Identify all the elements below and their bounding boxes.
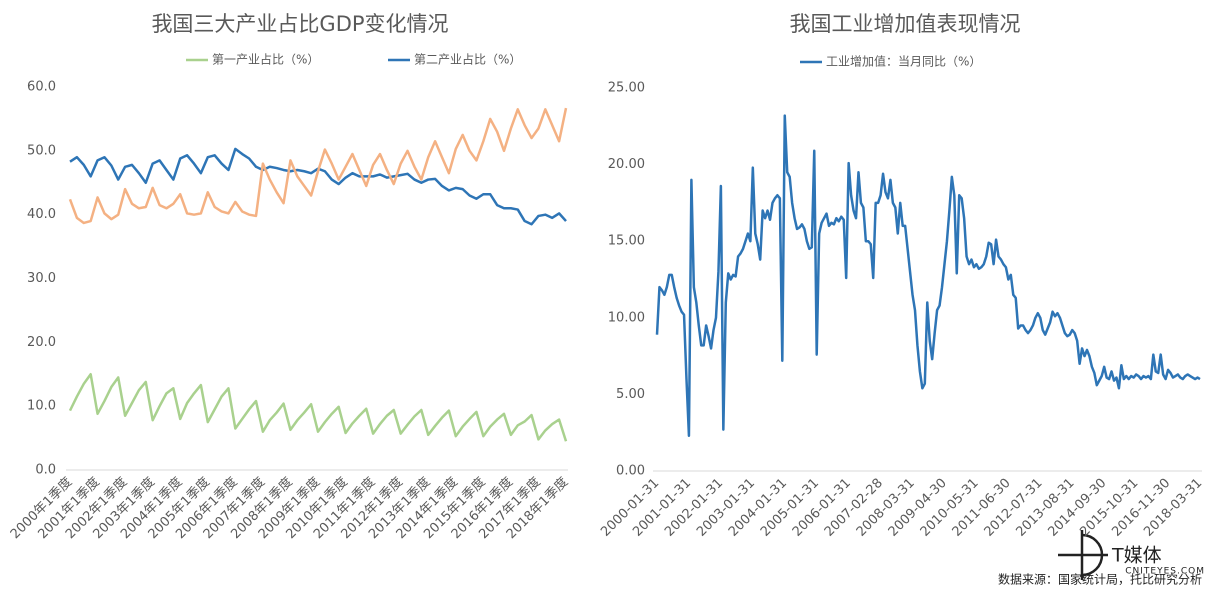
y-tick-label: 0.00 (616, 464, 645, 479)
y-tick-label: 50.0 (27, 143, 56, 158)
watermark-logo (1058, 530, 1108, 580)
y-tick-label: 10.00 (608, 310, 645, 325)
series-line (655, 114, 1201, 438)
watermark-brand: T媒体 (1111, 545, 1162, 567)
y-tick-label: 10.0 (27, 399, 56, 414)
chart-title: 我国三大产业占比GDP变化情况 (151, 12, 448, 36)
y-tick-label: 20.00 (608, 157, 645, 172)
series-line (68, 107, 568, 225)
legend-label: 第一产业占比（%） (212, 52, 319, 67)
y-tick-label: 30.0 (27, 271, 56, 286)
legend-label: 工业增加值：当月同比（%） (826, 54, 981, 69)
series-line (68, 373, 568, 442)
legend-label: 第二产业占比（%） (414, 52, 521, 67)
chart-title: 我国工业增加值表现情况 (790, 12, 1021, 36)
y-tick-label: 15.00 (608, 234, 645, 249)
watermark-site: CNITEYES.COM (1125, 567, 1205, 577)
y-tick-label: 20.0 (27, 335, 56, 350)
y-tick-label: 60.0 (27, 80, 56, 95)
source-note: 数据来源：国家统计局，托比研究分析 (998, 572, 1202, 587)
y-tick-label: 0.0 (35, 463, 56, 478)
y-tick-label: 5.00 (616, 387, 645, 402)
y-tick-label: 40.0 (27, 207, 56, 222)
y-tick-label: 25.00 (608, 81, 645, 96)
